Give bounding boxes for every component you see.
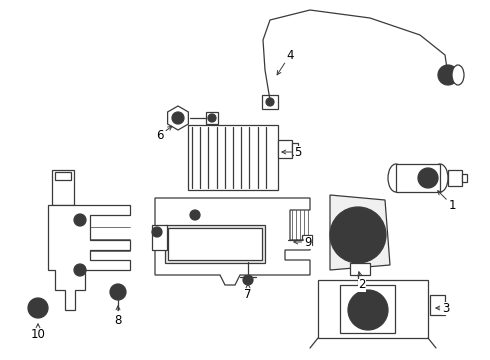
Circle shape — [350, 227, 366, 243]
Polygon shape — [239, 242, 257, 262]
Circle shape — [190, 210, 200, 220]
Bar — [292, 143, 298, 155]
Circle shape — [152, 227, 162, 237]
Polygon shape — [48, 205, 130, 310]
Circle shape — [110, 284, 126, 300]
Bar — [350, 263, 370, 275]
Bar — [152, 225, 167, 250]
Circle shape — [418, 168, 438, 188]
Text: 8: 8 — [114, 306, 122, 327]
Text: 3: 3 — [436, 302, 450, 315]
Circle shape — [348, 290, 388, 330]
Text: 7: 7 — [244, 284, 252, 302]
Circle shape — [243, 275, 253, 285]
Text: 10: 10 — [30, 324, 46, 342]
Circle shape — [356, 298, 380, 322]
Bar — [302, 235, 312, 245]
Text: 5: 5 — [282, 145, 302, 158]
Circle shape — [340, 217, 376, 253]
Bar — [340, 285, 395, 333]
Circle shape — [363, 305, 373, 315]
Text: 4: 4 — [277, 49, 294, 75]
Bar — [396, 164, 440, 192]
Ellipse shape — [432, 164, 448, 192]
Text: 2: 2 — [358, 272, 366, 292]
Polygon shape — [168, 106, 188, 130]
Circle shape — [172, 112, 184, 124]
Text: 6: 6 — [156, 126, 172, 141]
Circle shape — [208, 114, 216, 122]
Bar — [352, 285, 364, 293]
Polygon shape — [330, 195, 390, 270]
Circle shape — [443, 70, 453, 80]
Bar — [318, 280, 428, 338]
Text: 1: 1 — [438, 191, 456, 212]
Circle shape — [422, 172, 434, 184]
Circle shape — [114, 288, 122, 296]
Ellipse shape — [452, 65, 464, 85]
Bar — [462, 174, 467, 182]
Circle shape — [266, 98, 274, 106]
Circle shape — [113, 285, 123, 295]
Circle shape — [74, 264, 86, 276]
Bar — [52, 170, 74, 205]
Polygon shape — [270, 230, 287, 250]
Text: 9: 9 — [294, 235, 312, 248]
Bar — [278, 140, 292, 158]
Circle shape — [33, 303, 43, 313]
Polygon shape — [155, 198, 310, 285]
Bar — [430, 295, 445, 315]
Bar — [168, 228, 262, 260]
Bar — [262, 95, 278, 109]
Circle shape — [438, 65, 458, 85]
Circle shape — [273, 235, 283, 245]
Bar — [165, 225, 265, 263]
Bar — [188, 125, 278, 190]
Bar — [206, 112, 218, 124]
Circle shape — [28, 298, 48, 318]
Circle shape — [330, 207, 386, 263]
Ellipse shape — [388, 164, 404, 192]
Circle shape — [243, 247, 253, 257]
Bar — [448, 170, 462, 186]
Circle shape — [74, 214, 86, 226]
Bar — [55, 172, 71, 180]
